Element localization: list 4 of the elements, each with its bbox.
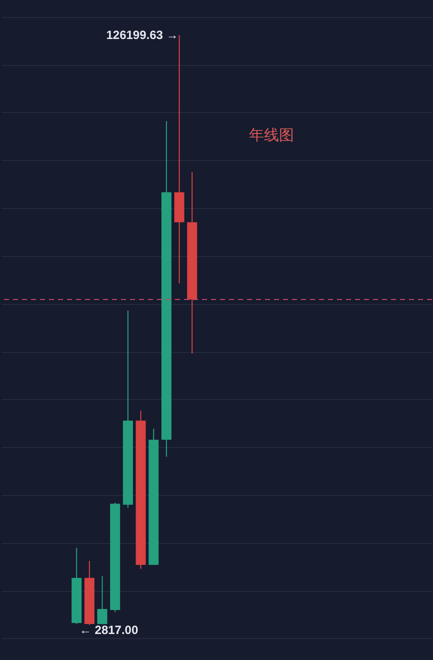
candlestick [97, 575, 108, 626]
annotation: ← 2817.00 [79, 623, 138, 637]
annotation: 126199.63 → [106, 28, 178, 42]
text: 年线图 [249, 126, 294, 144]
